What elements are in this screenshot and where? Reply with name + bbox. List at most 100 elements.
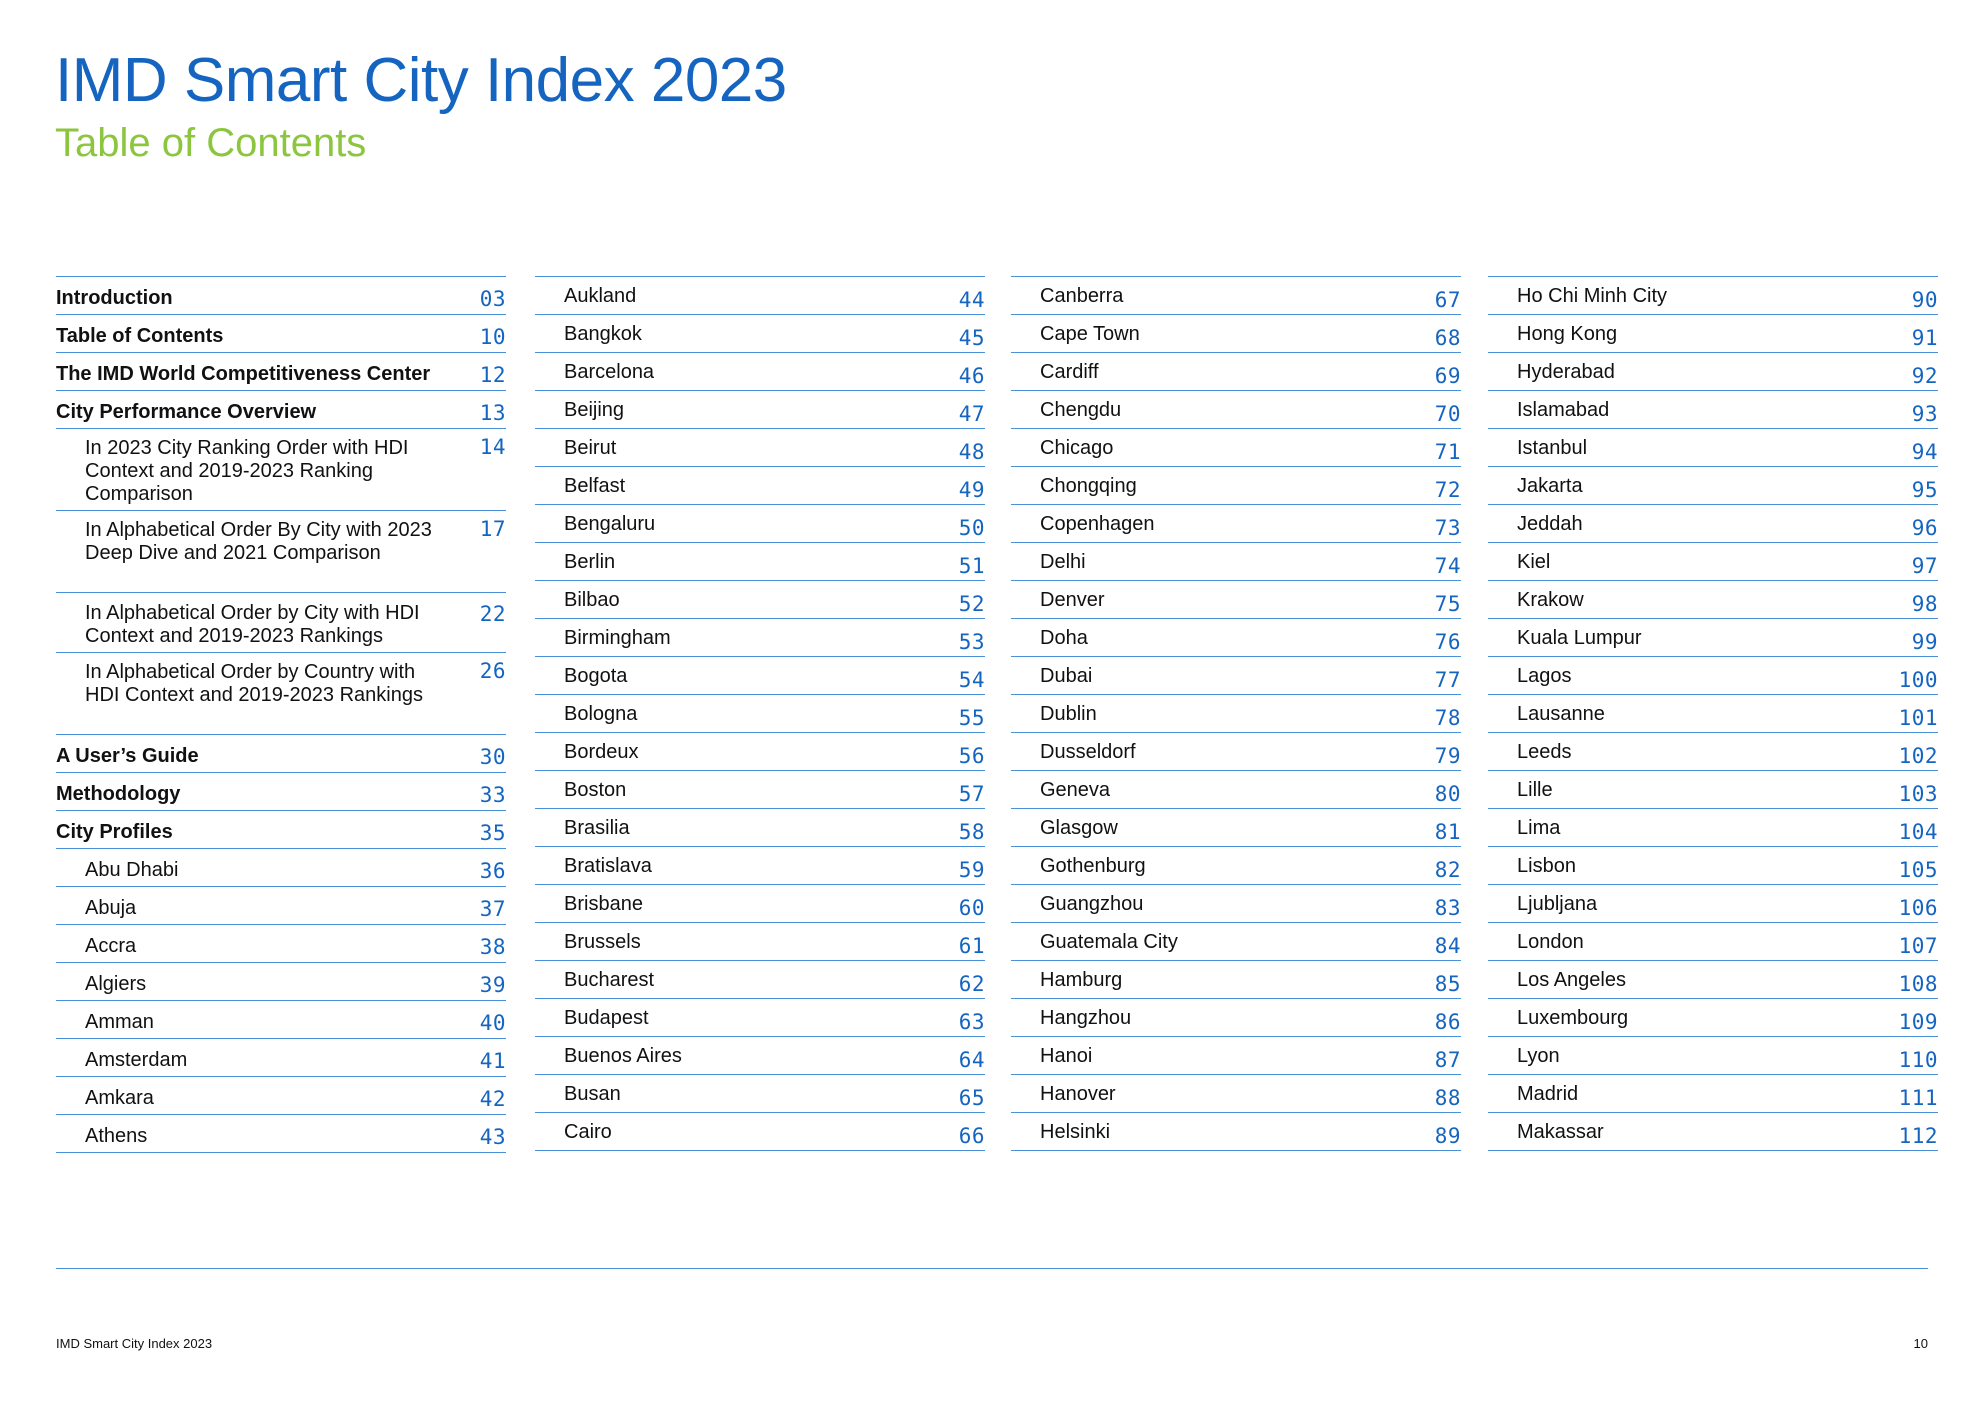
toc-entry[interactable]: Hamburg 85 [1011,961,1461,999]
toc-column-1: Introduction 03 Table of Contents 10 The IMD… [56,276,506,1153]
toc-entry[interactable]: Bratislava 59 [535,847,985,885]
toc-entry[interactable]: Dublin 78 [1011,695,1461,733]
toc-entry[interactable]: Krakow 98 [1488,581,1938,619]
toc-entry[interactable]: Boston 57 [535,771,985,809]
toc-entry[interactable]: Geneva 80 [1011,771,1461,809]
toc-entry[interactable]: Hyderabad 92 [1488,353,1938,391]
toc-entry[interactable]: Bogota 54 [535,657,985,695]
toc-entry[interactable]: Amsterdam 41 [56,1039,506,1077]
toc-entry[interactable]: Algiers 39 [56,963,506,1001]
toc-entry[interactable]: Madrid 111 [1488,1075,1938,1113]
toc-entry[interactable]: Buenos Aires 64 [535,1037,985,1075]
toc-entry[interactable]: Dubai 77 [1011,657,1461,695]
toc-entry[interactable]: Helsinki 89 [1011,1113,1461,1151]
toc-entry[interactable]: Belfast 49 [535,467,985,505]
toc-entry[interactable]: Berlin 51 [535,543,985,581]
toc-entry[interactable]: Cardiff 69 [1011,353,1461,391]
toc-entry-page: 95 [1911,478,1938,502]
toc-entry[interactable]: Beijing 47 [535,391,985,429]
toc-entry-page: 104 [1898,820,1938,844]
toc-entry[interactable]: Brussels 61 [535,923,985,961]
toc-entry[interactable]: Hong Kong 91 [1488,315,1938,353]
toc-entry[interactable]: Abuja 37 [56,887,506,925]
toc-entry[interactable]: Denver 75 [1011,581,1461,619]
toc-entry-label: Amsterdam [85,1049,188,1071]
toc-entry[interactable]: In Alphabetical Order by City with HDI C… [56,593,506,653]
toc-entry[interactable]: Beirut 48 [535,429,985,467]
toc-entry[interactable]: Bordeux 56 [535,733,985,771]
toc-entry[interactable]: Table of Contents 10 [56,315,506,353]
toc-entry[interactable]: Gothenburg 82 [1011,847,1461,885]
toc-entry[interactable]: Aukland 44 [535,277,985,315]
toc-entry[interactable]: Canberra 67 [1011,277,1461,315]
toc-entry-page: 107 [1898,934,1938,958]
toc-entry[interactable]: Bucharest 62 [535,961,985,999]
toc-entry[interactable]: Bologna 55 [535,695,985,733]
toc-entry[interactable]: Jakarta 95 [1488,467,1938,505]
toc-entry[interactable]: Chicago 71 [1011,429,1461,467]
toc-entry[interactable]: Brisbane 60 [535,885,985,923]
toc-entry[interactable]: Bangkok 45 [535,315,985,353]
toc-entry[interactable]: Jeddah 96 [1488,505,1938,543]
toc-entry[interactable]: Luxembourg 109 [1488,999,1938,1037]
toc-entry[interactable]: Amkara 42 [56,1077,506,1115]
toc-entry[interactable]: Ljubljana 106 [1488,885,1938,923]
toc-entry[interactable]: Kuala Lumpur 99 [1488,619,1938,657]
toc-entry-label: Denver [1040,589,1105,611]
toc-entry[interactable]: Lausanne 101 [1488,695,1938,733]
toc-entry[interactable]: Hanoi 87 [1011,1037,1461,1075]
toc-entry[interactable]: Budapest 63 [535,999,985,1037]
toc-entry[interactable]: Chongqing 72 [1011,467,1461,505]
toc-entry-label: Guangzhou [1040,893,1144,915]
toc-entry[interactable]: Cape Town 68 [1011,315,1461,353]
toc-entry[interactable]: Lagos 100 [1488,657,1938,695]
toc-entry[interactable]: Dusseldorf 79 [1011,733,1461,771]
toc-entry[interactable]: Abu Dhabi 36 [56,849,506,887]
toc-entry[interactable]: Chengdu 70 [1011,391,1461,429]
toc-entry[interactable]: Ho Chi Minh City 90 [1488,277,1938,315]
toc-entry-label: Beijing [564,399,625,421]
toc-entry[interactable]: Cairo 66 [535,1113,985,1151]
toc-entry[interactable]: Accra 38 [56,925,506,963]
toc-entry[interactable]: City Performance Overview 13 [56,391,506,429]
toc-entry[interactable]: In 2023 City Ranking Order with HDI Cont… [56,429,506,511]
toc-entry[interactable]: Doha 76 [1011,619,1461,657]
toc-entry[interactable]: Delhi 74 [1011,543,1461,581]
toc-entry[interactable]: London 107 [1488,923,1938,961]
toc-entry[interactable]: Brasilia 58 [535,809,985,847]
toc-entry[interactable]: City Profiles 35 [56,811,506,849]
toc-entry[interactable]: Istanbul 94 [1488,429,1938,467]
toc-entry[interactable]: Makassar 112 [1488,1113,1938,1151]
toc-entry[interactable]: Islamabad 93 [1488,391,1938,429]
toc-entry[interactable]: Lisbon 105 [1488,847,1938,885]
toc-entry[interactable]: Lima 104 [1488,809,1938,847]
toc-entry[interactable]: In Alphabetical Order by Country with HD… [56,653,506,735]
toc-entry[interactable]: Hangzhou 86 [1011,999,1461,1037]
toc-entry-label: Beirut [564,437,617,459]
toc-entry[interactable]: Bilbao 52 [535,581,985,619]
toc-entry[interactable]: Glasgow 81 [1011,809,1461,847]
toc-entry[interactable]: Copenhagen 73 [1011,505,1461,543]
toc-entry[interactable]: Guatemala City 84 [1011,923,1461,961]
toc-entry[interactable]: Lyon 110 [1488,1037,1938,1075]
toc-entry[interactable]: Introduction 03 [56,277,506,315]
toc-entry[interactable]: Hanover 88 [1011,1075,1461,1113]
toc-entry-label: The IMD World Competitiveness Center [56,363,431,385]
toc-entry[interactable]: Bengaluru 50 [535,505,985,543]
toc-entry[interactable]: Lille 103 [1488,771,1938,809]
toc-entry[interactable]: Athens 43 [56,1115,506,1153]
toc-entry[interactable]: Leeds 102 [1488,733,1938,771]
toc-entry[interactable]: In Alphabetical Order By City with 2023 … [56,511,506,593]
toc-entry[interactable]: A User’s Guide 30 [56,735,506,773]
toc-entry[interactable]: Guangzhou 83 [1011,885,1461,923]
toc-entry[interactable]: Barcelona 46 [535,353,985,391]
toc-entry[interactable]: Los Angeles 108 [1488,961,1938,999]
toc-entry[interactable]: Busan 65 [535,1075,985,1113]
toc-entry[interactable]: Kiel 97 [1488,543,1938,581]
toc-entry[interactable]: Amman 40 [56,1001,506,1039]
toc-entry[interactable]: The IMD World Competitiveness Center 12 [56,353,506,391]
toc-entry[interactable]: Methodology 33 [56,773,506,811]
toc-entry-label: Chicago [1040,437,1114,459]
toc-entry[interactable]: Birmingham 53 [535,619,985,657]
toc-entry-page: 91 [1911,326,1938,350]
